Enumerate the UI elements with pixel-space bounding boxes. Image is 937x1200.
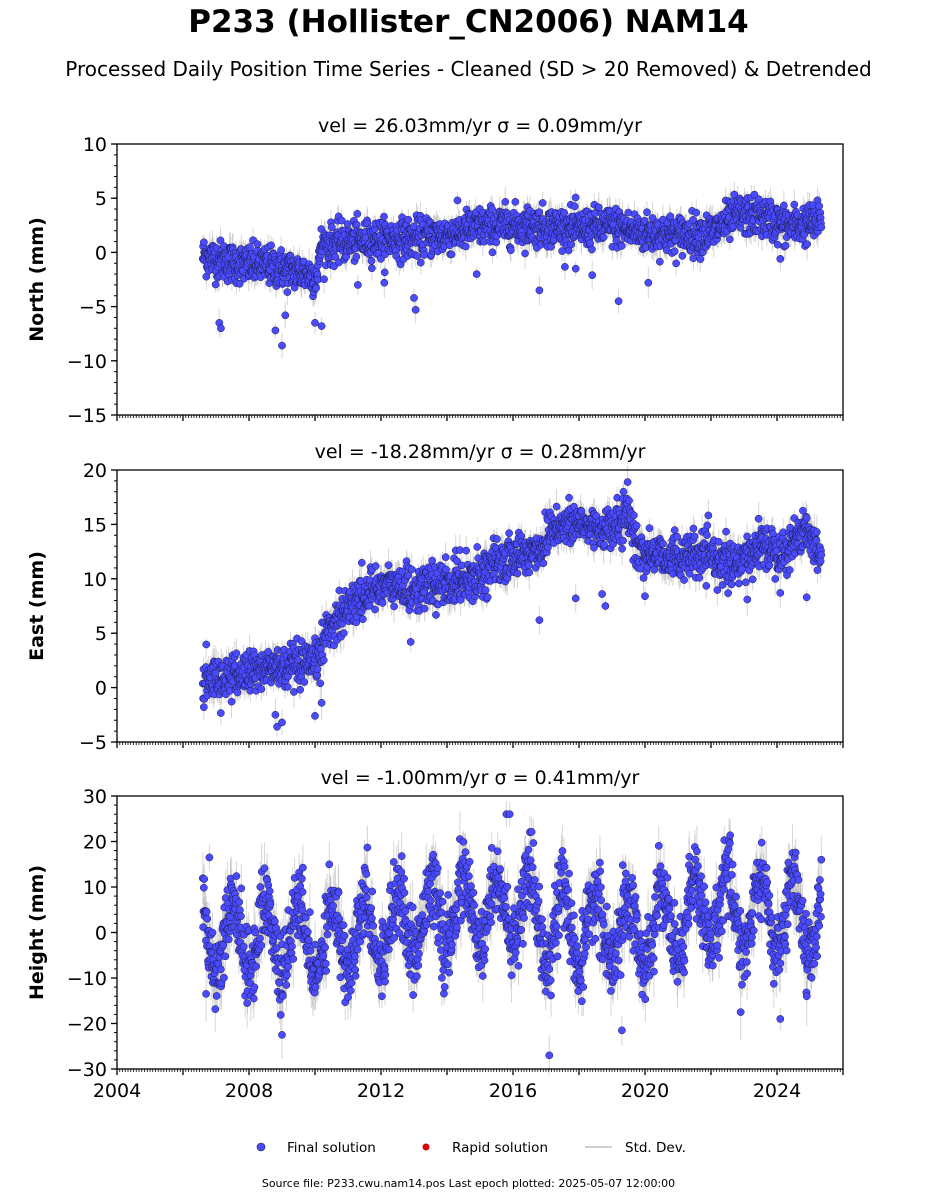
y-tick-label: −10: [67, 351, 107, 373]
final-point: [216, 236, 225, 245]
final-point: [367, 256, 376, 265]
series-east: [198, 465, 826, 736]
final-point: [472, 270, 481, 278]
final-point: [588, 271, 597, 280]
final-point: [570, 202, 579, 211]
final-point: [327, 223, 336, 232]
final-point: [672, 259, 680, 268]
final-point: [776, 255, 785, 263]
final-point: [361, 233, 370, 242]
final-point: [235, 279, 244, 288]
final-point: [353, 210, 362, 218]
panel-title-east: vel = -18.28mm/yr σ = 0.28mm/yr: [315, 441, 646, 463]
final-point: [501, 198, 510, 206]
final-point: [670, 247, 679, 256]
final-point: [506, 246, 515, 255]
points-north: [198, 190, 826, 350]
y-tick-label: 5: [95, 188, 107, 210]
final-point: [817, 223, 826, 232]
x-ticks-north: [116, 415, 844, 421]
final-point: [312, 284, 320, 293]
final-point: [488, 248, 497, 257]
y-ticks-north: 10 5 0 −5 −10 −15: [67, 134, 117, 427]
final-point: [535, 286, 544, 295]
final-point: [199, 238, 208, 247]
final-point: [320, 275, 328, 284]
final-point: [277, 246, 285, 254]
final-point: [689, 216, 697, 224]
final-point: [461, 242, 470, 251]
final-point: [420, 251, 429, 259]
final-point: [773, 240, 782, 249]
final-point: [803, 240, 811, 249]
final-point: [404, 215, 413, 224]
final-point: [538, 199, 547, 207]
final-point: [725, 235, 734, 244]
y-axis-label-east: East (mm): [26, 551, 48, 661]
final-point: [614, 297, 623, 306]
final-point: [599, 233, 608, 242]
final-point: [644, 278, 653, 287]
final-point: [781, 241, 790, 250]
final-point: [311, 319, 319, 327]
final-point: [317, 322, 326, 330]
chart-title: P233 (Hollister_CN2006) NAM14: [188, 4, 749, 40]
series-north: [198, 181, 826, 359]
final-point: [643, 208, 651, 217]
final-point: [692, 208, 701, 217]
final-point: [217, 324, 225, 333]
final-point: [567, 240, 575, 249]
final-point: [380, 268, 389, 277]
final-point: [416, 258, 425, 267]
y-axis-label-north: North (mm): [26, 217, 48, 342]
final-point: [696, 255, 705, 263]
final-point: [511, 198, 520, 206]
y-tick-label: 10: [83, 134, 107, 156]
final-point: [678, 251, 687, 260]
y-tick-label: −15: [67, 405, 107, 427]
final-point: [368, 264, 376, 273]
final-point: [780, 201, 788, 210]
final-point: [561, 263, 569, 271]
final-point: [337, 216, 346, 225]
final-point: [535, 208, 544, 217]
final-point: [354, 281, 362, 289]
final-point: [331, 252, 340, 261]
final-point: [410, 294, 418, 302]
final-point: [655, 257, 664, 266]
final-point: [211, 280, 220, 289]
final-point: [571, 264, 580, 273]
final-point: [617, 242, 626, 250]
final-point: [380, 212, 388, 221]
final-point: [380, 278, 389, 287]
final-point: [790, 200, 799, 209]
chart-subtitle: Processed Daily Position Time Series - C…: [65, 57, 872, 81]
y-tick-label: 0: [95, 242, 107, 264]
final-point: [815, 202, 824, 210]
final-point: [283, 288, 292, 296]
panel-title-north: vel = 26.03mm/yr σ = 0.09mm/yr: [318, 115, 642, 137]
final-point: [352, 252, 361, 261]
final-point: [278, 341, 286, 350]
y-tick-label: −5: [79, 297, 107, 319]
final-point: [588, 245, 596, 254]
final-point: [281, 311, 290, 320]
final-point: [488, 205, 496, 213]
final-point: [253, 240, 262, 249]
panel-north: vel = 26.03mm/yr σ = 0.09mm/yr North (mm)…: [26, 115, 844, 427]
final-point: [267, 241, 275, 250]
final-point: [666, 212, 675, 221]
final-point: [560, 208, 569, 217]
final-point: [571, 193, 580, 202]
final-point: [411, 306, 420, 314]
panel-east: vel = -18.28mm/yr σ = 0.28mm/yr East (mm)…: [26, 441, 844, 754]
final-point: [271, 326, 280, 335]
final-point: [453, 196, 462, 205]
final-point: [521, 249, 529, 258]
final-point: [413, 252, 422, 260]
final-point: [447, 250, 456, 259]
final-point: [246, 243, 254, 251]
